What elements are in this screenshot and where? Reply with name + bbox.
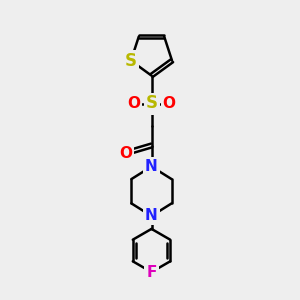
Text: O: O xyxy=(128,96,141,111)
Text: F: F xyxy=(146,265,157,280)
Text: O: O xyxy=(119,146,133,160)
Text: S: S xyxy=(125,52,137,70)
Text: N: N xyxy=(145,208,158,224)
Text: O: O xyxy=(162,96,176,111)
Text: S: S xyxy=(146,94,158,112)
Text: N: N xyxy=(145,159,158,174)
